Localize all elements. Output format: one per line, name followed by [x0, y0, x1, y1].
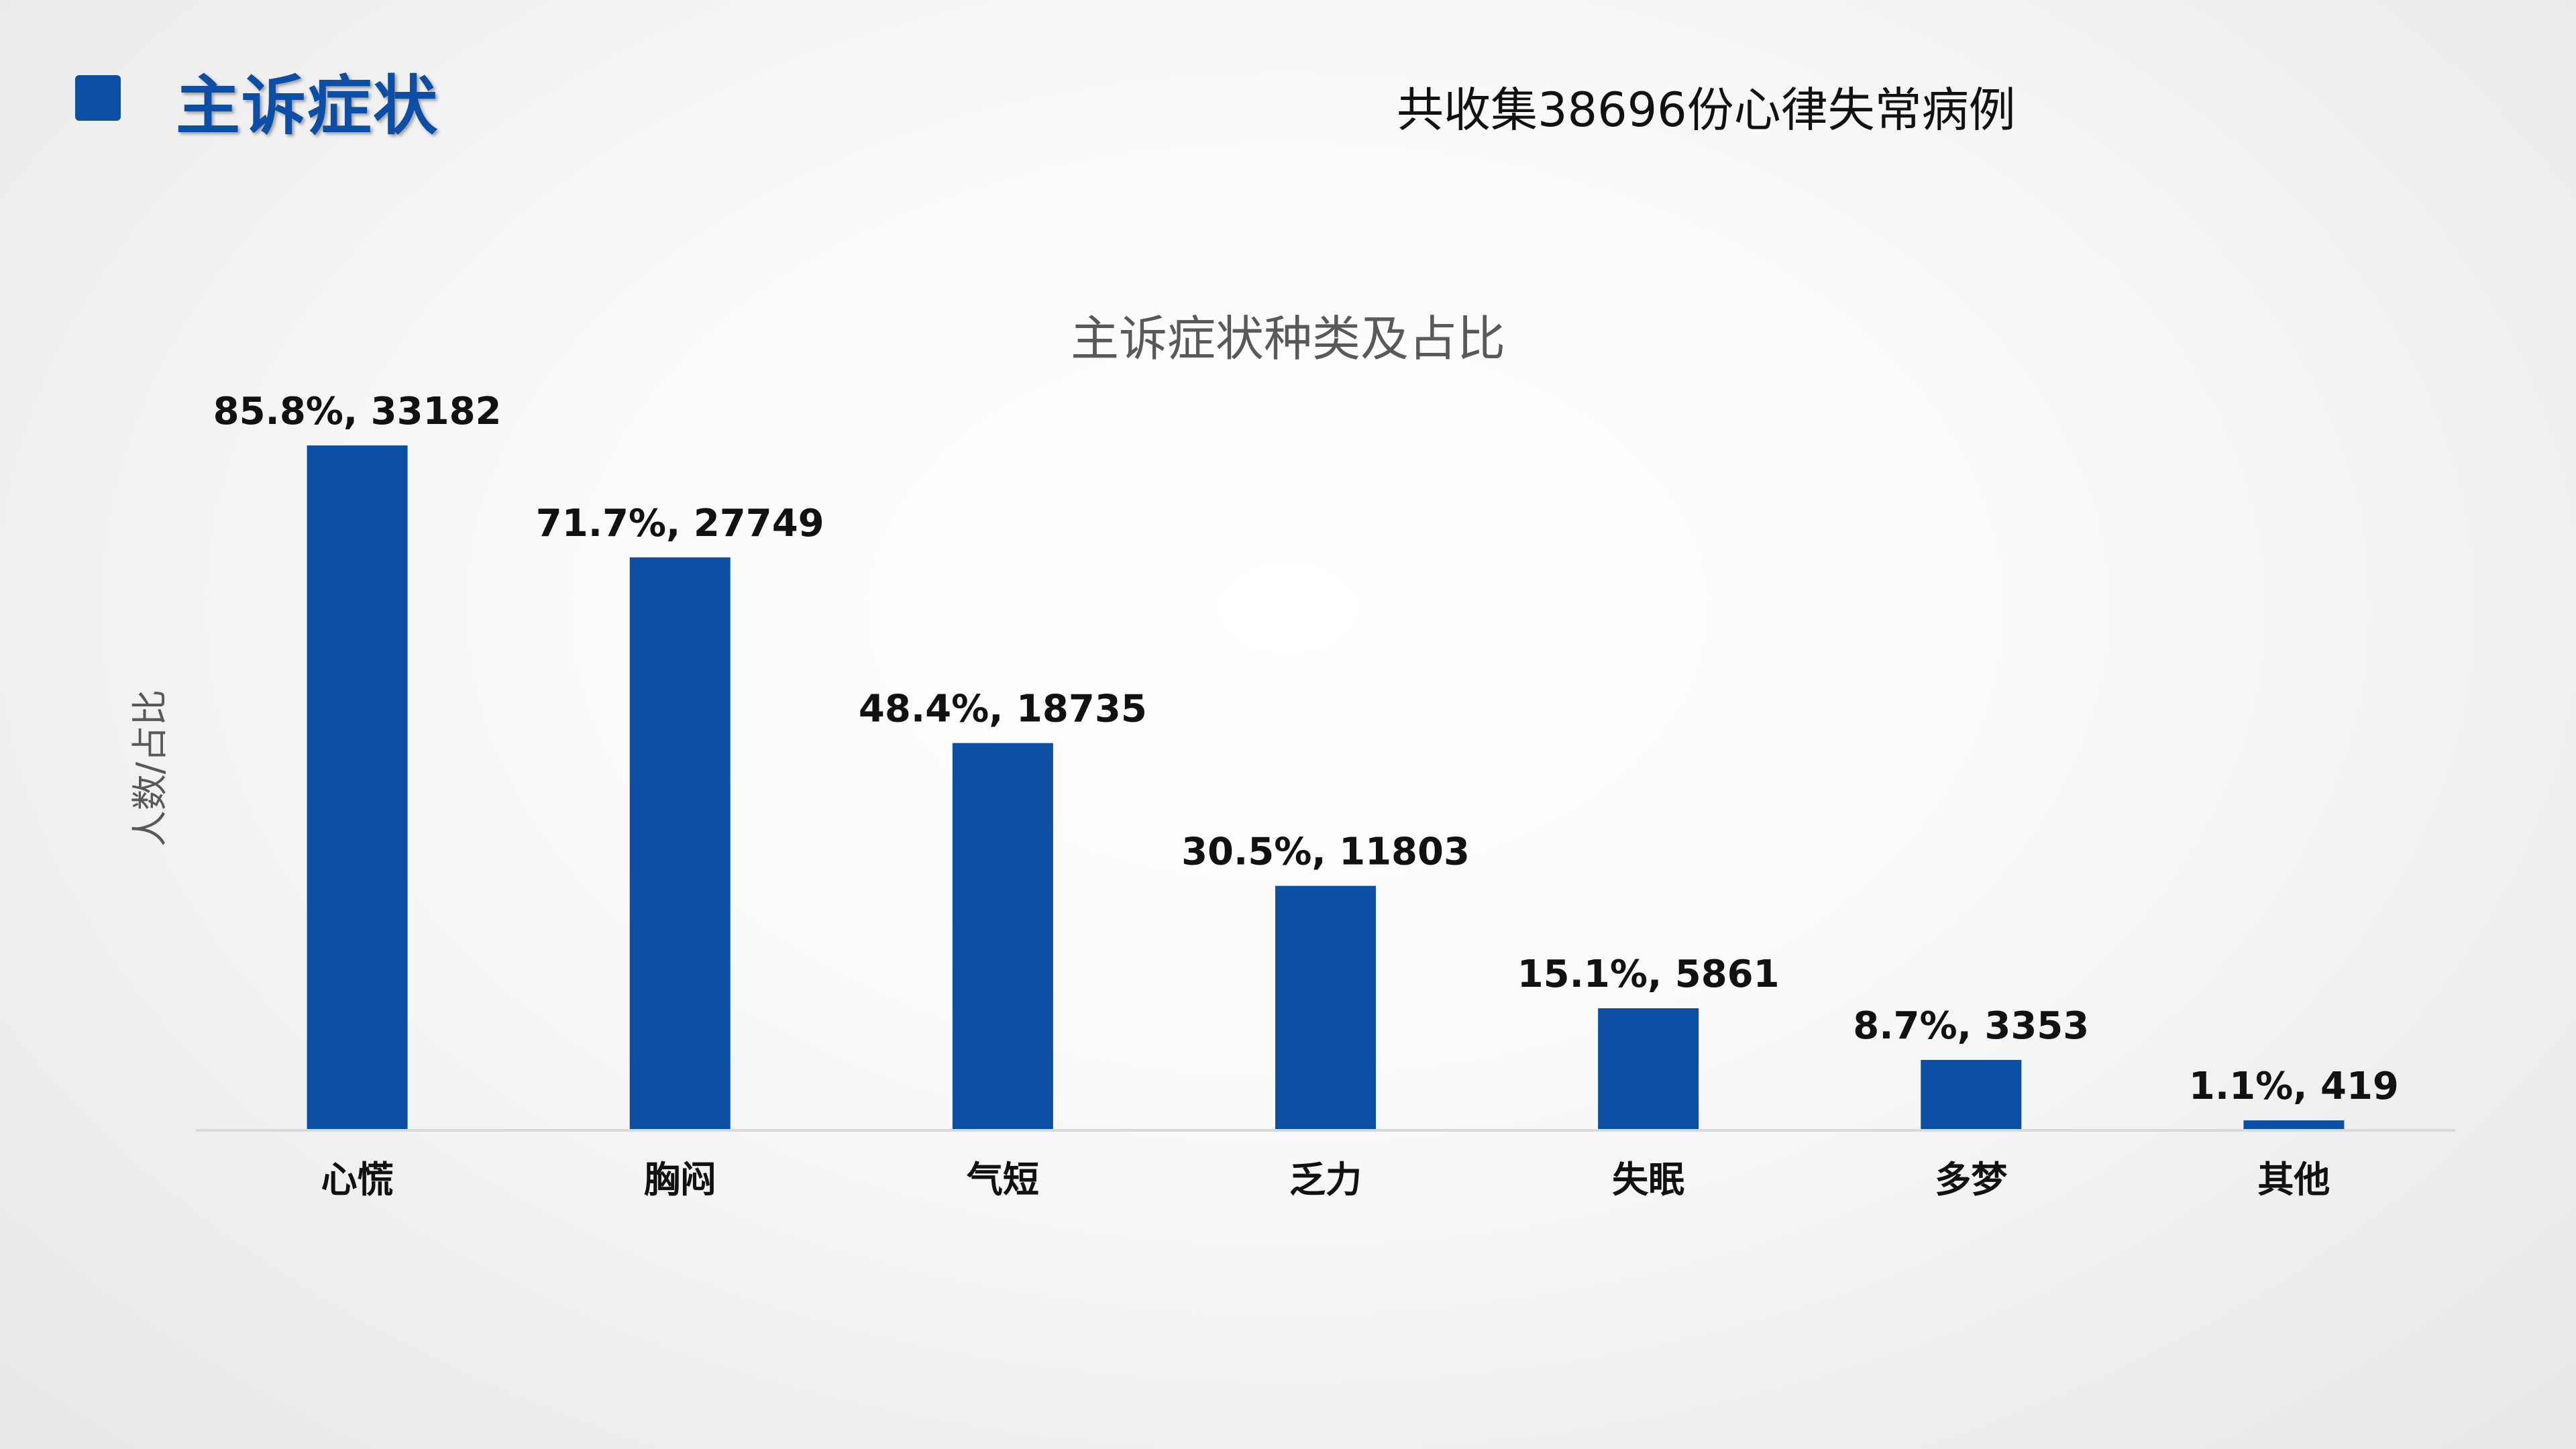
x-tick-label-5: 多梦 — [1935, 1159, 2007, 1201]
x-tick-label-6: 其他 — [2257, 1159, 2330, 1201]
page-title: 主诉症状 — [176, 68, 439, 144]
x-tick-label-0: 心慌 — [321, 1159, 394, 1201]
data-label-5: 8.7%, 3353 — [1853, 1004, 2089, 1048]
bar-2 — [952, 743, 1053, 1129]
bar-4 — [1598, 1008, 1699, 1129]
bar-0 — [307, 445, 408, 1129]
data-label-0: 85.8%, 33182 — [213, 390, 502, 433]
x-tick-label-1: 胸闷 — [644, 1159, 716, 1201]
bar-1 — [629, 557, 731, 1129]
data-label-2: 48.4%, 18735 — [859, 688, 1147, 731]
data-label-1: 71.7%, 27749 — [536, 502, 824, 545]
data-label-6: 1.1%, 419 — [2189, 1065, 2399, 1108]
page-subtitle: 共收集38696份心律失常病例 — [1397, 83, 2016, 138]
heading-square-icon — [75, 75, 121, 121]
x-tick-label-2: 气短 — [967, 1159, 1039, 1201]
bar-5 — [1921, 1060, 2022, 1129]
y-axis-label: 人数/占比 — [129, 690, 171, 847]
data-label-3: 30.5%, 11803 — [1181, 830, 1470, 874]
chart-title: 主诉症状种类及占比 — [1071, 311, 1505, 367]
bar-3 — [1275, 885, 1376, 1129]
bar-6 — [2243, 1120, 2345, 1129]
x-tick-label-4: 失眠 — [1612, 1159, 1684, 1201]
data-label-4: 15.1%, 5861 — [1517, 953, 1780, 996]
x-tick-label-3: 乏力 — [1289, 1159, 1362, 1201]
